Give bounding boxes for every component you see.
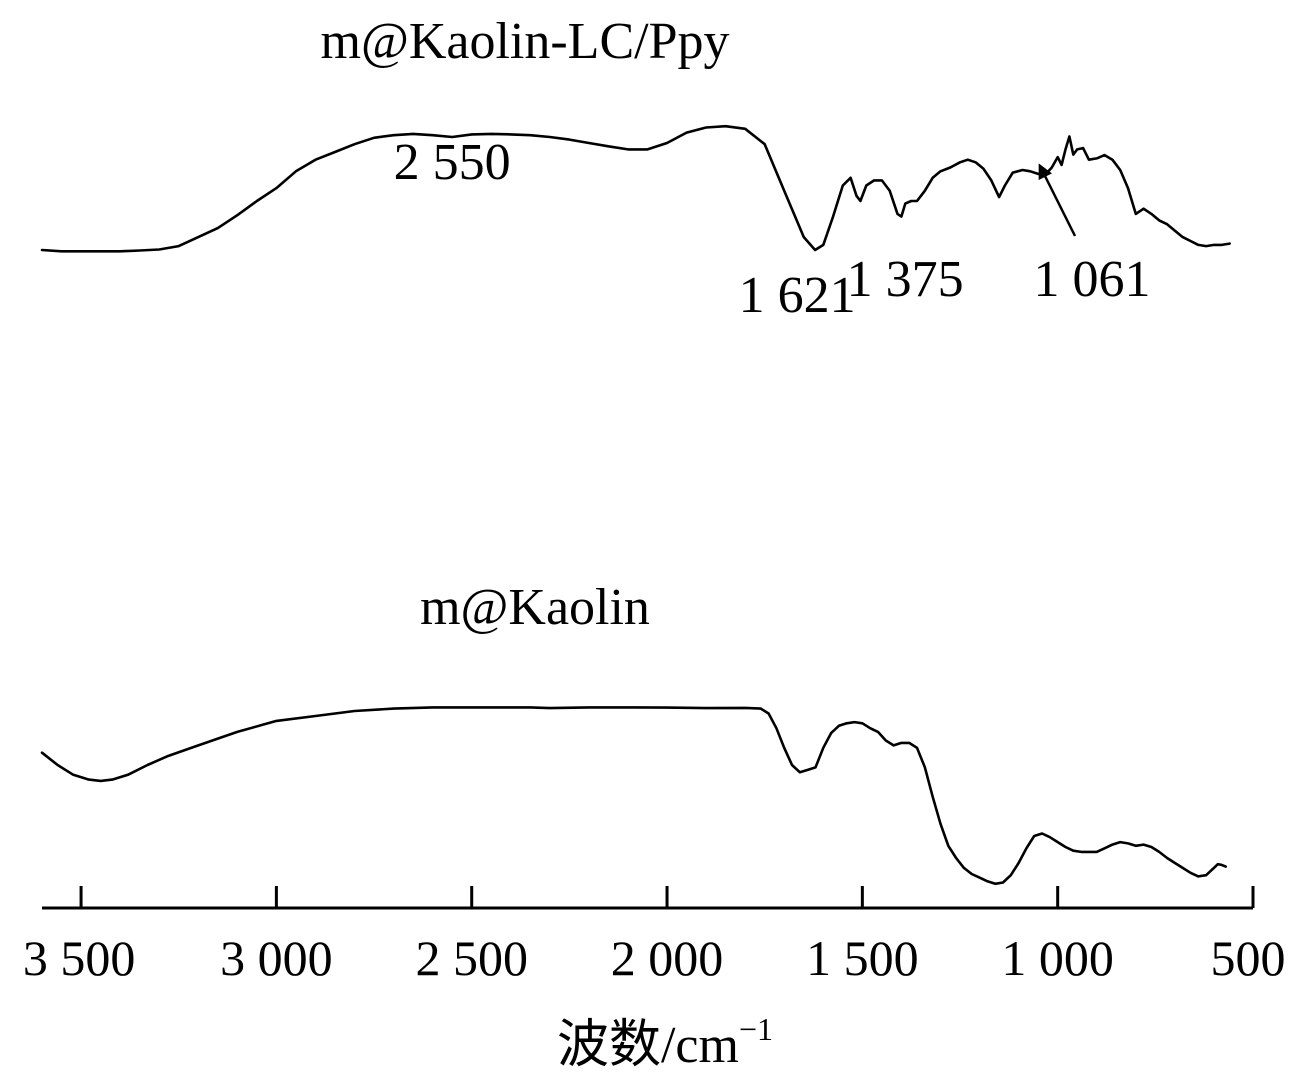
- peak-annotation: 1 061: [1034, 251, 1151, 308]
- series-layer: [40, 124, 1231, 886]
- annotation-arrow: [1038, 163, 1077, 237]
- x-axis-title: 波数/cm−1: [557, 1011, 773, 1074]
- series-line-2: [40, 706, 1227, 886]
- x-tick-label: 2 500: [415, 930, 528, 986]
- x-tick-label: 500: [1211, 930, 1286, 986]
- x-axis: 3 500 3 000 2 500 2 000 1 500 1 000 500 波数/cm−1: [23, 886, 1286, 1074]
- series-line-1: [40, 124, 1231, 253]
- series-label-2: m@Kaolin: [420, 579, 650, 636]
- peak-annotation: 2 550: [394, 134, 511, 191]
- x-tick-label: 1 000: [1001, 930, 1114, 986]
- x-tick-label: 2 000: [611, 930, 724, 986]
- x-tick-label: 3 500: [23, 930, 136, 986]
- x-tick-label: 1 500: [806, 930, 919, 986]
- peak-annotation: 1 621: [739, 267, 856, 324]
- x-tick-label: 3 000: [220, 930, 333, 986]
- series-label-1: m@Kaolin-LC/Ppy: [321, 13, 730, 70]
- peak-annotation: 1 375: [847, 251, 964, 308]
